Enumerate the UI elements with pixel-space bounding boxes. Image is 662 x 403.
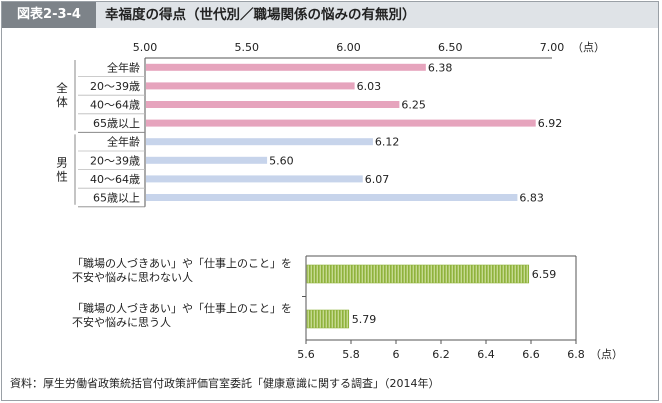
category-label: 20～39歳 (90, 80, 140, 93)
category-label: 不安や悩みに思う人 (72, 315, 171, 329)
bar (146, 175, 363, 183)
x-tick-label: 6.2 (432, 348, 450, 361)
x-tick-label: 6.50 (438, 41, 463, 54)
bar (146, 156, 268, 164)
category-label: 不安や悩みに思わない人 (72, 270, 193, 284)
data-label: 6.38 (428, 61, 453, 74)
data-label: 6.59 (532, 268, 557, 281)
x-tick-label: 6.4 (477, 348, 495, 361)
category-label: 65歳以上 (93, 117, 140, 130)
x-tick-label: 7.00 (540, 41, 565, 54)
x-tick-label: 5.6 (297, 348, 315, 361)
group-label-char: 男 (56, 156, 68, 170)
bar (306, 264, 530, 284)
category-label: 20～39歳 (90, 154, 140, 167)
x-tick-label: 5.8 (342, 348, 360, 361)
data-label: 6.92 (538, 117, 563, 130)
group-label-char: 全 (56, 81, 68, 95)
bar (146, 101, 400, 108)
x-tick-label: 6.6 (522, 348, 540, 361)
category-label: 「職場の人づきあい」や「仕事上のこと」を (72, 257, 292, 270)
data-label: 6.03 (357, 80, 382, 93)
bar (146, 82, 355, 90)
x-tick-label: 6 (393, 348, 400, 361)
x-unit-label: （点） (572, 41, 605, 54)
group-label-char: 体 (56, 95, 68, 109)
data-label: 5.79 (352, 313, 377, 326)
data-label: 6.25 (401, 99, 426, 112)
x-tick-label: 6.00 (336, 41, 361, 54)
bar (146, 138, 373, 146)
data-label: 6.83 (519, 192, 544, 205)
source-note: 資料：厚生労働省政策統括官付政策評価官室委託「健康意識に関する調査」（2014年… (10, 377, 440, 390)
bar (146, 63, 426, 71)
x-tick-label: 6.8 (567, 348, 585, 361)
x-tick-label: 5.00 (133, 41, 158, 54)
bar (146, 119, 536, 127)
x-unit-label: （点） (590, 348, 623, 361)
data-label: 5.60 (269, 154, 294, 167)
figure-number: 図表2-3-4 (2, 2, 96, 28)
category-label: 全年齢 (107, 60, 140, 74)
bar (306, 309, 350, 329)
category-label: 65歳以上 (93, 192, 140, 205)
category-label: 「職場の人づきあい」や「仕事上のこと」を (72, 302, 292, 315)
category-label: 全年齢 (107, 135, 140, 149)
x-tick-label: 5.50 (235, 41, 260, 54)
category-label: 40～64歳 (90, 99, 140, 112)
category-label: 40～64歳 (90, 173, 140, 186)
bar (146, 194, 518, 201)
data-label: 6.07 (365, 173, 390, 186)
figure-header: 図表2-3-4 幸福度の得点（世代別／職場関係の悩みの有無別） (2, 2, 658, 28)
figure-title: 幸福度の得点（世代別／職場関係の悩みの有無別） (105, 7, 416, 23)
group-label-char: 性 (56, 170, 68, 184)
data-label: 6.12 (375, 136, 400, 149)
